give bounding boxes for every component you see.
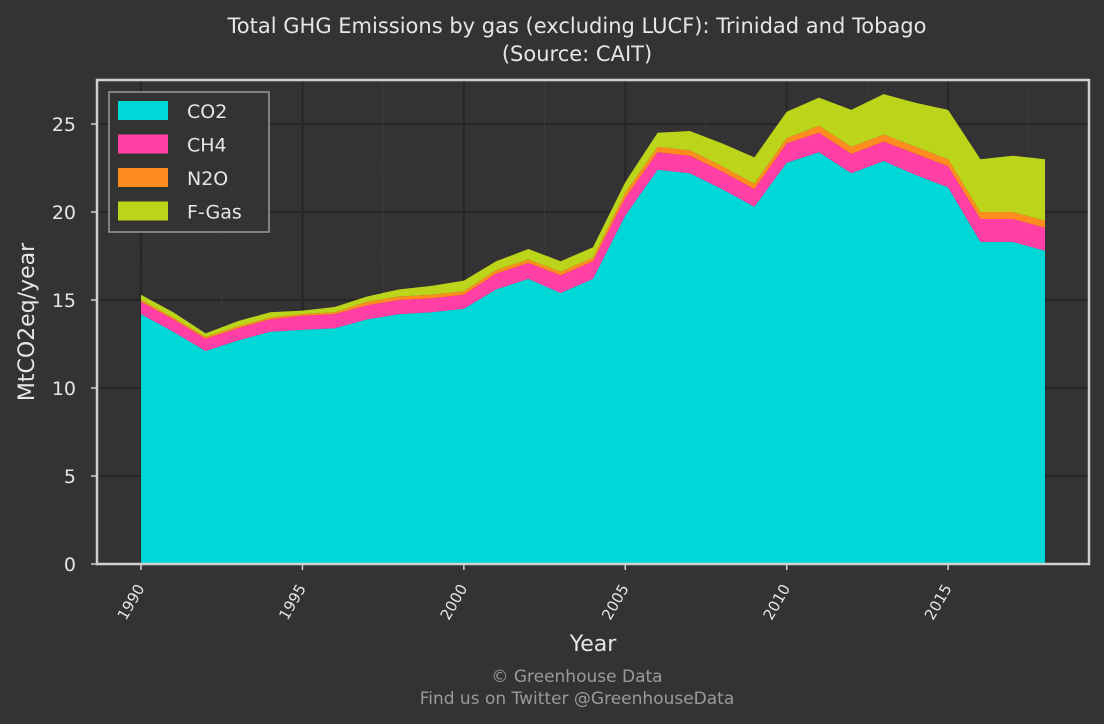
x-tick-label: 2015 bbox=[921, 581, 956, 623]
legend-label: CO2 bbox=[187, 101, 227, 123]
plot-area bbox=[95, 78, 1091, 566]
legend-swatch bbox=[118, 168, 168, 187]
legend: CO2 CH4 N2O F-Gas bbox=[108, 91, 270, 233]
legend-swatch bbox=[118, 201, 168, 221]
x-axis-title: Year bbox=[569, 632, 618, 657]
legend-label: CH4 bbox=[187, 135, 227, 157]
x-tick-label: 2000 bbox=[437, 581, 472, 623]
footer-copyright: © Greenhouse Data bbox=[491, 667, 662, 687]
x-tick-label: 1990 bbox=[114, 581, 149, 623]
y-tick-label: 5 bbox=[64, 466, 76, 488]
y-tick-label: 10 bbox=[52, 378, 76, 400]
y-tick-label: 0 bbox=[64, 554, 76, 576]
y-tick-label: 15 bbox=[52, 290, 76, 312]
chart-subtitle: (Source: CAIT) bbox=[502, 42, 652, 66]
y-tick-label: 25 bbox=[52, 114, 76, 136]
x-tick-label: 1995 bbox=[275, 581, 310, 623]
stacked-areas bbox=[141, 94, 1045, 564]
x-axis-ticks: 1990 1995 2000 2005 2010 2015 bbox=[114, 564, 956, 623]
legend-label: N2O bbox=[187, 168, 228, 190]
y-axis-ticks: 0 5 10 15 20 25 bbox=[52, 114, 97, 576]
x-tick-label: 2010 bbox=[759, 581, 794, 623]
chart-title: Total GHG Emissions by gas (excluding LU… bbox=[227, 14, 927, 38]
y-tick-label: 20 bbox=[52, 202, 76, 224]
x-tick-label: 2005 bbox=[598, 581, 633, 623]
plot-border bbox=[95, 78, 1091, 566]
legend-swatch bbox=[118, 134, 168, 154]
footer-twitter: Find us on Twitter @GreenhouseData bbox=[420, 689, 735, 709]
area-co2 bbox=[141, 152, 1045, 564]
y-axis-title: MtCO2eq/year bbox=[15, 242, 40, 401]
legend-label: F-Gas bbox=[187, 202, 242, 224]
legend-swatch bbox=[118, 101, 168, 120]
